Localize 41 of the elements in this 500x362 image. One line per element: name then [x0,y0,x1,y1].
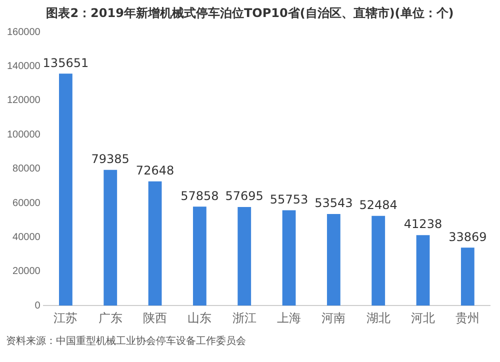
data-label: 55753 [270,192,308,206]
data-label: 33869 [448,230,487,244]
x-tick-label: 浙江 [232,311,256,326]
x-tick-label: 湖北 [366,311,390,326]
data-label: 79385 [91,152,130,166]
text: 资料来源：中国重型机械工业协会停车设备工作委员会 [5,334,247,348]
bar [372,216,386,306]
y-tick-label: 100000 [6,129,41,140]
chart-title: 图表2：2019年新增机械式停车泊位TOP10省(自治区、直辖市)(单位：个) [45,5,455,22]
data-label: 135651 [42,56,89,70]
bar [326,214,340,306]
y-tick-label: 0 [34,300,41,312]
y-tick-label: 120000 [6,95,41,106]
y-tick-label: 160000 [6,26,41,38]
bar [282,210,296,306]
y-tick-label: 20000 [12,266,41,278]
data-label: 41238 [404,217,442,232]
data-label: 52484 [359,198,398,212]
y-tick-label: 140000 [6,60,41,72]
data-label: 72648 [136,163,174,178]
x-tick-label: 上海 [277,311,302,326]
bar [238,206,252,306]
data-label: 57858 [180,188,219,203]
bar [104,170,118,306]
x-tick-label: 河南 [322,311,346,326]
y-tick-label: 60000 [12,198,41,209]
bar [416,235,430,306]
bar [460,248,474,306]
x-tick-label: 贵州 [456,311,480,326]
y-tick-label: 40000 [12,232,41,243]
bar [148,181,162,306]
x-tick-label: 江苏 [54,311,78,326]
x-tick-label: 山东 [188,311,212,326]
y-tick-label: 80000 [12,164,41,175]
bar [59,74,72,306]
x-tick-label: 陕西 [143,311,168,326]
x-tick-label: 河北 [411,311,436,326]
data-label: 53543 [314,196,353,210]
x-tick-label: 广东 [98,311,122,326]
data-label: 57695 [225,189,264,204]
bar [192,206,206,306]
